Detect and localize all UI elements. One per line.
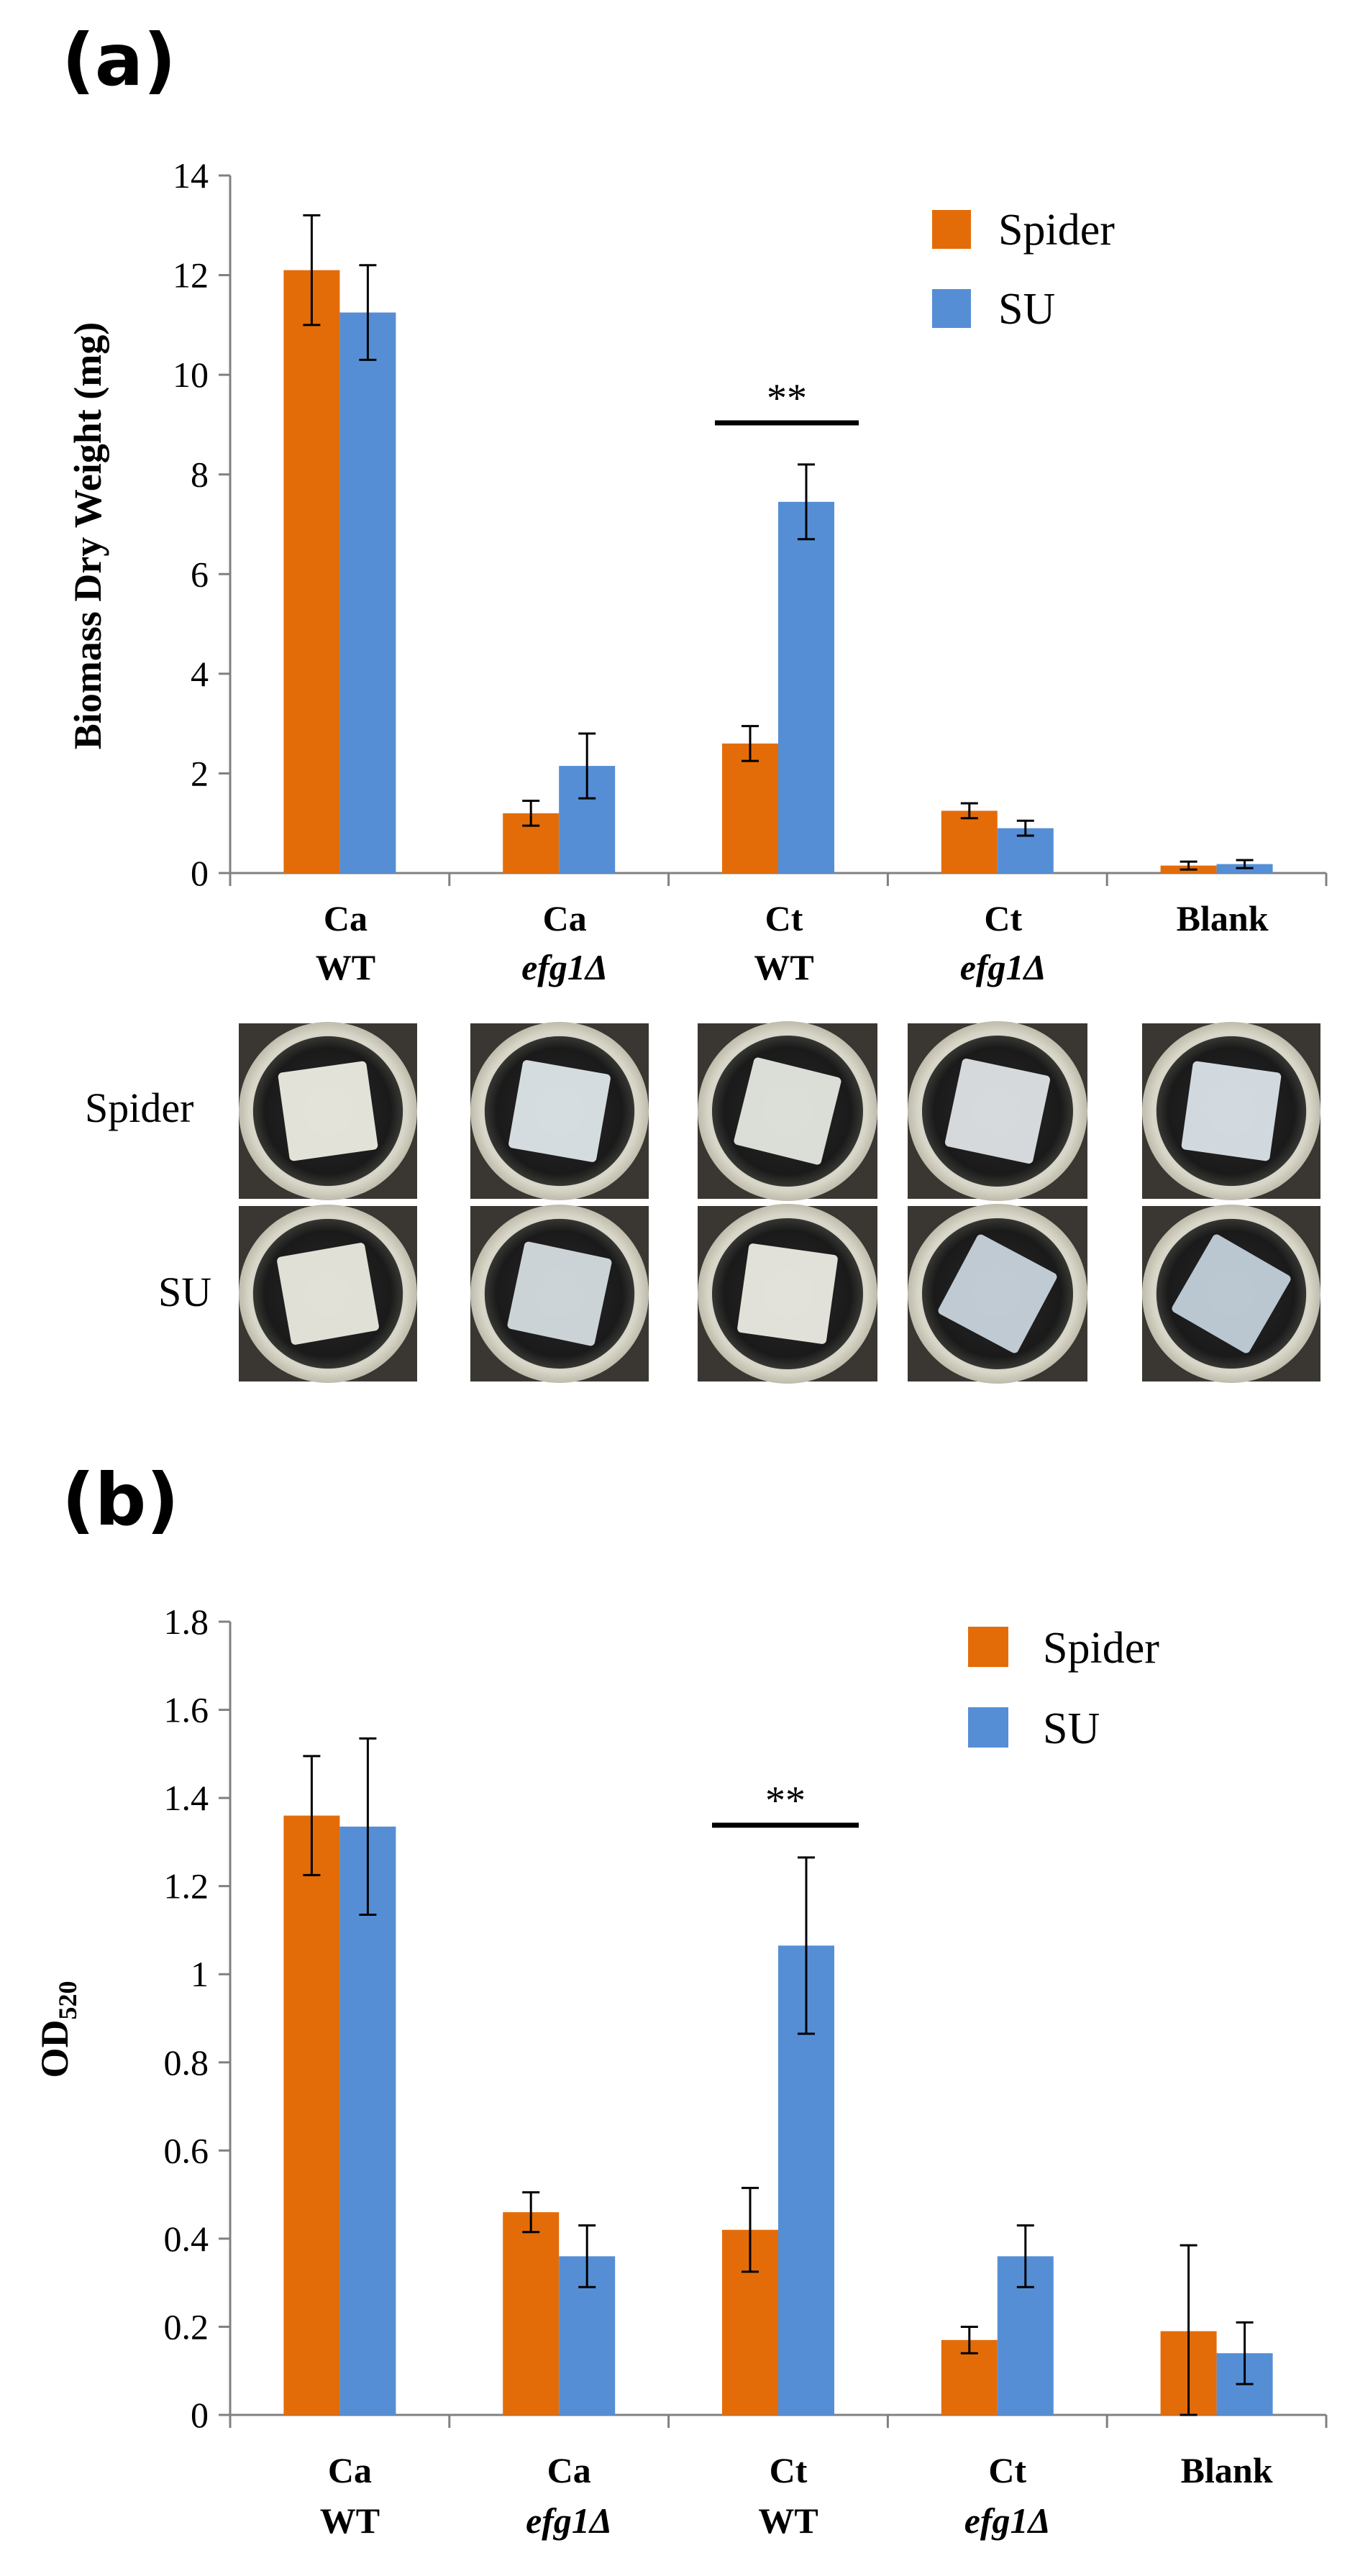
error-bar-spider-2 [742, 2186, 759, 2273]
x-tick-label: efg1Δ [964, 2500, 1051, 2541]
x-tick-label: Ct [984, 898, 1022, 938]
y-tick-label: 0.2 [164, 2306, 209, 2347]
error-bar-su-3 [1016, 819, 1034, 837]
error-bar-spider-4 [1180, 2244, 1197, 2416]
photo-row-label-spider: Spider [85, 1084, 193, 1131]
y-tick-label: 1 [191, 1954, 209, 1994]
y-tick-label: 0 [191, 2395, 209, 2435]
well-photo-spider-ca-efg1 [470, 1022, 649, 1200]
x-tick-label: Blank [1181, 2450, 1273, 2490]
error-bar-spider-3 [960, 2325, 978, 2355]
well-photo-spider-blank [1142, 1022, 1320, 1200]
x-tick-label: efg1Δ [960, 947, 1046, 987]
bar-spider-1 [503, 2212, 560, 2415]
well-photo-su-ca-efg1 [470, 1205, 649, 1383]
y-tick-label: 1.4 [164, 1778, 209, 1818]
well-photo-su-ct-wt [698, 1204, 877, 1384]
y-tick-label: 12 [173, 255, 209, 296]
error-bar-spider-4 [1180, 860, 1197, 871]
y-tick-label: 10 [173, 355, 209, 395]
well-photo-su-ca-wt [239, 1205, 417, 1383]
error-bar-su-2 [798, 1856, 815, 2035]
well-photo-grid: Spider SU [85, 1021, 1320, 1384]
y-tick-label: 1.6 [164, 1690, 209, 1730]
significance-stars: ** [767, 376, 807, 421]
y-tick-label: 0.6 [164, 2130, 209, 2170]
legend-swatch-spider [968, 1627, 1008, 1667]
bar-spider-3 [941, 810, 998, 873]
x-tick-label: WT [320, 2500, 380, 2541]
x-tick-label: efg1Δ [526, 2500, 612, 2541]
error-bar-spider-1 [522, 2191, 540, 2234]
x-tick-label: WT [754, 947, 813, 987]
legend-label-su: SU [998, 285, 1055, 334]
x-tick-label: Ct [988, 2450, 1026, 2490]
error-bar-su-4 [1236, 859, 1254, 869]
error-bar-spider-0 [303, 1755, 321, 1876]
x-tick-label: Ca [324, 898, 368, 938]
x-tick-label: Ca [547, 2450, 591, 2490]
legend-swatch-su [968, 1707, 1008, 1748]
well-photo-su-blank [1142, 1205, 1320, 1383]
legend-label-spider: Spider [998, 206, 1115, 255]
well-photo-spider-ct-efg1 [908, 1021, 1087, 1201]
error-bar-su-1 [578, 732, 596, 800]
error-bar-su-0 [359, 264, 377, 361]
photo-row-label-su: SU [158, 1269, 211, 1315]
panel-b-label: (b) [62, 1458, 179, 1542]
y-tick-label: 0 [191, 853, 209, 893]
x-tick-label: Ct [765, 898, 803, 938]
well-photo-spider-ct-wt [698, 1021, 877, 1201]
legend-swatch-spider [932, 210, 971, 249]
error-bar-spider-3 [960, 802, 978, 820]
well-photo-su-ct-efg1 [908, 1204, 1087, 1384]
chart-b-legend: Spider SU [968, 1624, 1159, 1753]
chart-a-y-axis-label: Biomass Dry Weight (mg) [66, 322, 109, 749]
y-tick-label: 0.8 [164, 2042, 209, 2083]
chart-a-significance: ** [715, 376, 859, 426]
y-tick-label: 1.8 [164, 1602, 209, 1642]
well-photo-spider-ca-wt [239, 1022, 417, 1200]
x-tick-label: Blank [1177, 898, 1269, 938]
error-bar-su-4 [1236, 2321, 1254, 2385]
error-bar-su-3 [1016, 2224, 1034, 2288]
y-tick-label: 6 [191, 554, 209, 594]
y-tick-label: 8 [191, 455, 209, 495]
x-tick-label: efg1Δ [521, 947, 608, 987]
y-tick-label: 2 [191, 753, 209, 793]
y-tick-label: 14 [173, 155, 209, 196]
x-tick-label: WT [758, 2500, 818, 2541]
error-bar-su-2 [798, 463, 815, 541]
x-tick-label: Ca [543, 898, 587, 938]
significance-stars: ** [765, 1778, 806, 1823]
y-tick-label: 4 [191, 654, 209, 694]
legend-swatch-su [932, 289, 971, 328]
x-tick-label: WT [316, 947, 375, 987]
chart-b: 0 0.2 0.4 0.6 0.8 1 1.2 1.4 1.6 1.8 Ca WT Ca efg1Δ Ct… [33, 1602, 1328, 2541]
error-bar-spider-1 [522, 800, 540, 827]
error-bar-spider-0 [303, 214, 321, 326]
bar-su-2 [778, 501, 834, 873]
error-bar-spider-2 [742, 725, 759, 762]
error-bar-su-1 [578, 2224, 596, 2288]
chart-b-y-axis-label: OD520 [33, 1981, 82, 2078]
bar-su-0 [339, 312, 396, 873]
x-tick-label: Ca [328, 2450, 372, 2490]
y-tick-label: 0.4 [164, 2219, 209, 2259]
y-tick-label: 1.2 [164, 1866, 209, 1906]
bar-spider-2 [722, 743, 778, 873]
x-tick-label: Ct [770, 2450, 808, 2490]
panel-a-label: (a) [62, 18, 176, 102]
error-bar-su-0 [359, 1737, 377, 1916]
chart-a-legend: Spider SU [932, 206, 1115, 334]
chart-b-significance: ** [712, 1778, 859, 1828]
bar-su-0 [339, 1826, 396, 2415]
bar-spider-0 [283, 1815, 340, 2415]
bar-spider-0 [283, 270, 340, 874]
legend-label-su: SU [1043, 1704, 1100, 1753]
legend-label-spider: Spider [1043, 1624, 1159, 1673]
